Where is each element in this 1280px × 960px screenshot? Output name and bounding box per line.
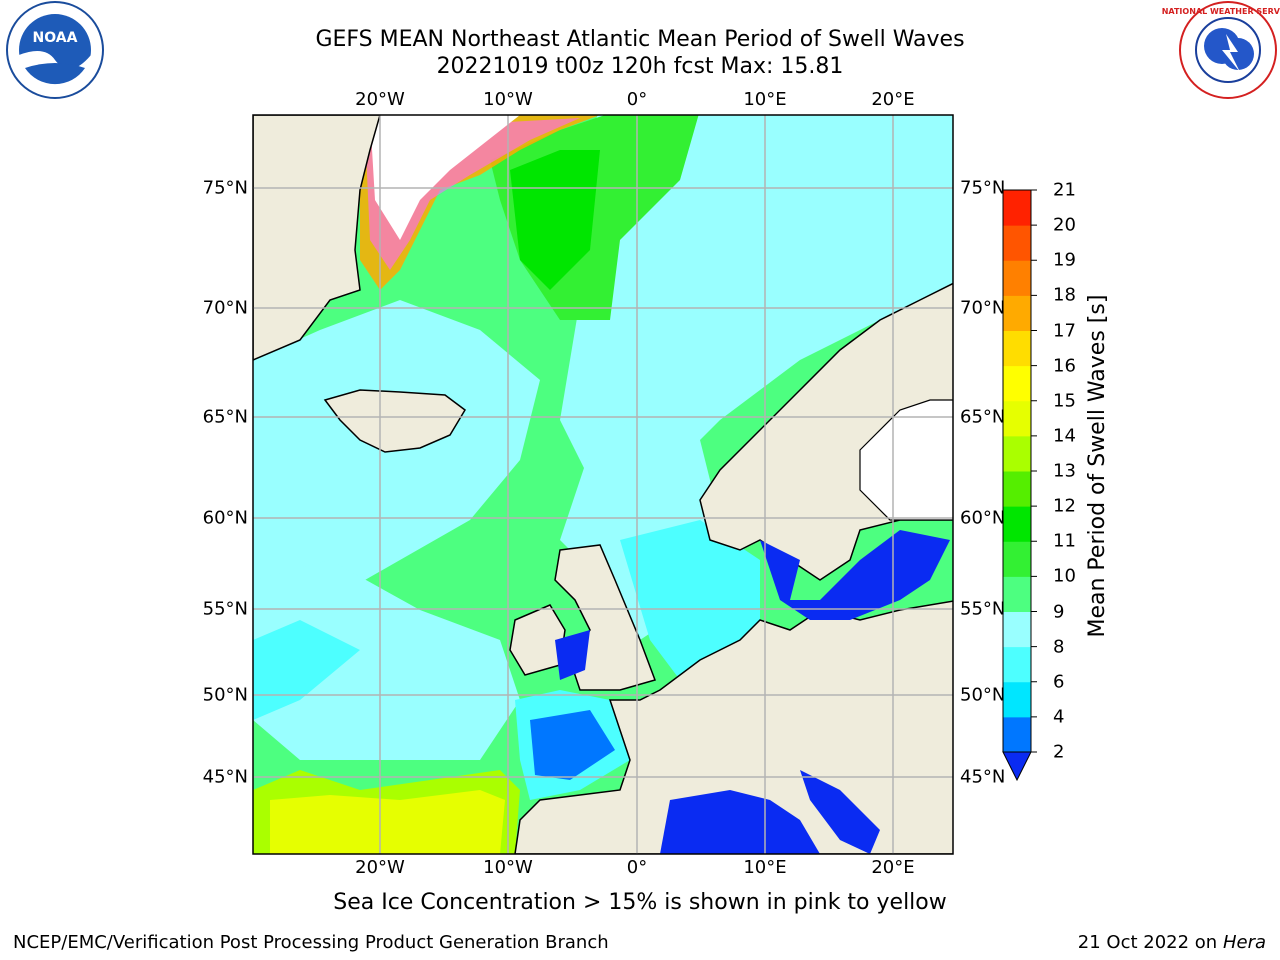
colorbar-segment <box>1003 330 1031 367</box>
lat-label-right-55n: 55°N <box>960 598 1006 620</box>
lon-label-top-20w: 20°W <box>355 89 405 110</box>
colorbar-tick-label: 13 <box>1053 460 1076 482</box>
chart-title: GEFS MEAN Northeast Atlantic Mean Period… <box>315 27 965 52</box>
colorbar-tick-label: 18 <box>1053 284 1076 306</box>
colorbar-tick-label: 16 <box>1053 355 1076 377</box>
lat-label-left-60n: 60°N <box>202 507 248 529</box>
map-frame <box>252 114 954 855</box>
colorbar-segment <box>1003 435 1031 472</box>
footer-date: 21 Oct 2022 on Hera <box>1078 932 1266 953</box>
lat-label-right-60n: 60°N <box>960 507 1006 529</box>
lat-label-right-50n: 50°N <box>960 684 1006 706</box>
colorbar-segment <box>1003 506 1031 542</box>
colorbar-tick-label: 12 <box>1053 495 1076 517</box>
lat-label-left-70n: 70°N <box>202 297 248 319</box>
colorbar-tick-label: 10 <box>1053 565 1076 587</box>
colorbar-tick-label: 11 <box>1053 530 1076 552</box>
lon-label-bottom-0: 0° <box>626 857 648 878</box>
land-iceland <box>323 389 466 453</box>
footer-host: Hera <box>1222 932 1266 953</box>
colorbar-extend-arrow <box>1002 751 1032 782</box>
lat-label-right-75n: 75°N <box>960 177 1006 199</box>
land-greenland <box>253 115 381 361</box>
colorbar-segment <box>1003 576 1031 612</box>
colorbar-tick-label: 2 <box>1053 741 1065 763</box>
lon-label-top-0: 0° <box>626 89 648 110</box>
colorbar-segment <box>1003 365 1031 402</box>
map-gridlines <box>253 115 953 854</box>
footer-date-text: 21 Oct 2022 on <box>1077 932 1223 953</box>
lon-label-bottom-10e: 10°E <box>743 857 787 878</box>
colorbar-tick-label: 21 <box>1053 179 1076 201</box>
lon-label-top-10w: 10°W <box>483 89 533 110</box>
footer-credit: NCEP/EMC/Verification Post Processing Pr… <box>13 932 609 953</box>
lat-label-left-65n: 65°N <box>202 406 248 428</box>
colorbar-tick-label: 15 <box>1053 390 1076 412</box>
colorbar-tick-label: 8 <box>1053 636 1065 658</box>
lon-label-top-20e: 20°E <box>871 89 915 110</box>
colorbar-segment <box>1003 225 1031 261</box>
colorbar-segment <box>1003 295 1031 331</box>
colorbar-tick-label: 17 <box>1053 320 1076 341</box>
colorbar-tick-label: 4 <box>1053 706 1065 728</box>
lat-label-right-65n: 65°N <box>960 406 1006 428</box>
lat-label-left-75n: 75°N <box>202 177 248 199</box>
colorbar-segment <box>1003 611 1031 648</box>
mediterranean <box>660 790 820 854</box>
lon-label-top-10e: 10°E <box>743 89 787 110</box>
swell-zone-8-9s <box>253 300 540 640</box>
lon-label-bottom-20e: 20°E <box>871 857 915 878</box>
colorbar-title: Mean Period of Swell Waves [s] <box>1085 294 1110 638</box>
lat-label-left-55n: 55°N <box>202 598 248 620</box>
lat-label-right-70n: 70°N <box>960 297 1006 319</box>
chart-subtitle: 20221019 t00z 120h fcst Max: 15.81 <box>436 54 844 79</box>
colorbar-segment <box>1003 646 1031 683</box>
colorbar-tick-label: 20 <box>1053 214 1076 236</box>
colorbar-tick-label: 14 <box>1053 425 1076 447</box>
colorbar-segment <box>1003 400 1031 437</box>
lat-label-left-50n: 50°N <box>202 684 248 706</box>
colorbar-segment <box>1003 260 1031 296</box>
colorbar-tick-label: 9 <box>1053 601 1065 622</box>
colorbar-tick-label: 19 <box>1053 249 1076 271</box>
lat-label-right-45n: 45°N <box>960 766 1006 788</box>
lon-label-bottom-10w: 10°W <box>483 857 533 878</box>
sea-ice-note: Sea Ice Concentration > 15% is shown in … <box>333 890 947 915</box>
lon-label-bottom-20w: 20°W <box>355 857 405 878</box>
baltic-sea <box>760 530 950 620</box>
colorbar-segment <box>1003 681 1031 718</box>
lat-label-left-45n: 45°N <box>202 766 248 788</box>
colorbar-tick-label: 6 <box>1053 671 1065 693</box>
colorbar-segment <box>1003 190 1031 226</box>
colorbar-segment <box>1003 541 1031 577</box>
colorbar-segment <box>1003 716 1031 753</box>
colorbar <box>1002 189 1037 782</box>
colorbar-segment <box>1003 471 1031 507</box>
